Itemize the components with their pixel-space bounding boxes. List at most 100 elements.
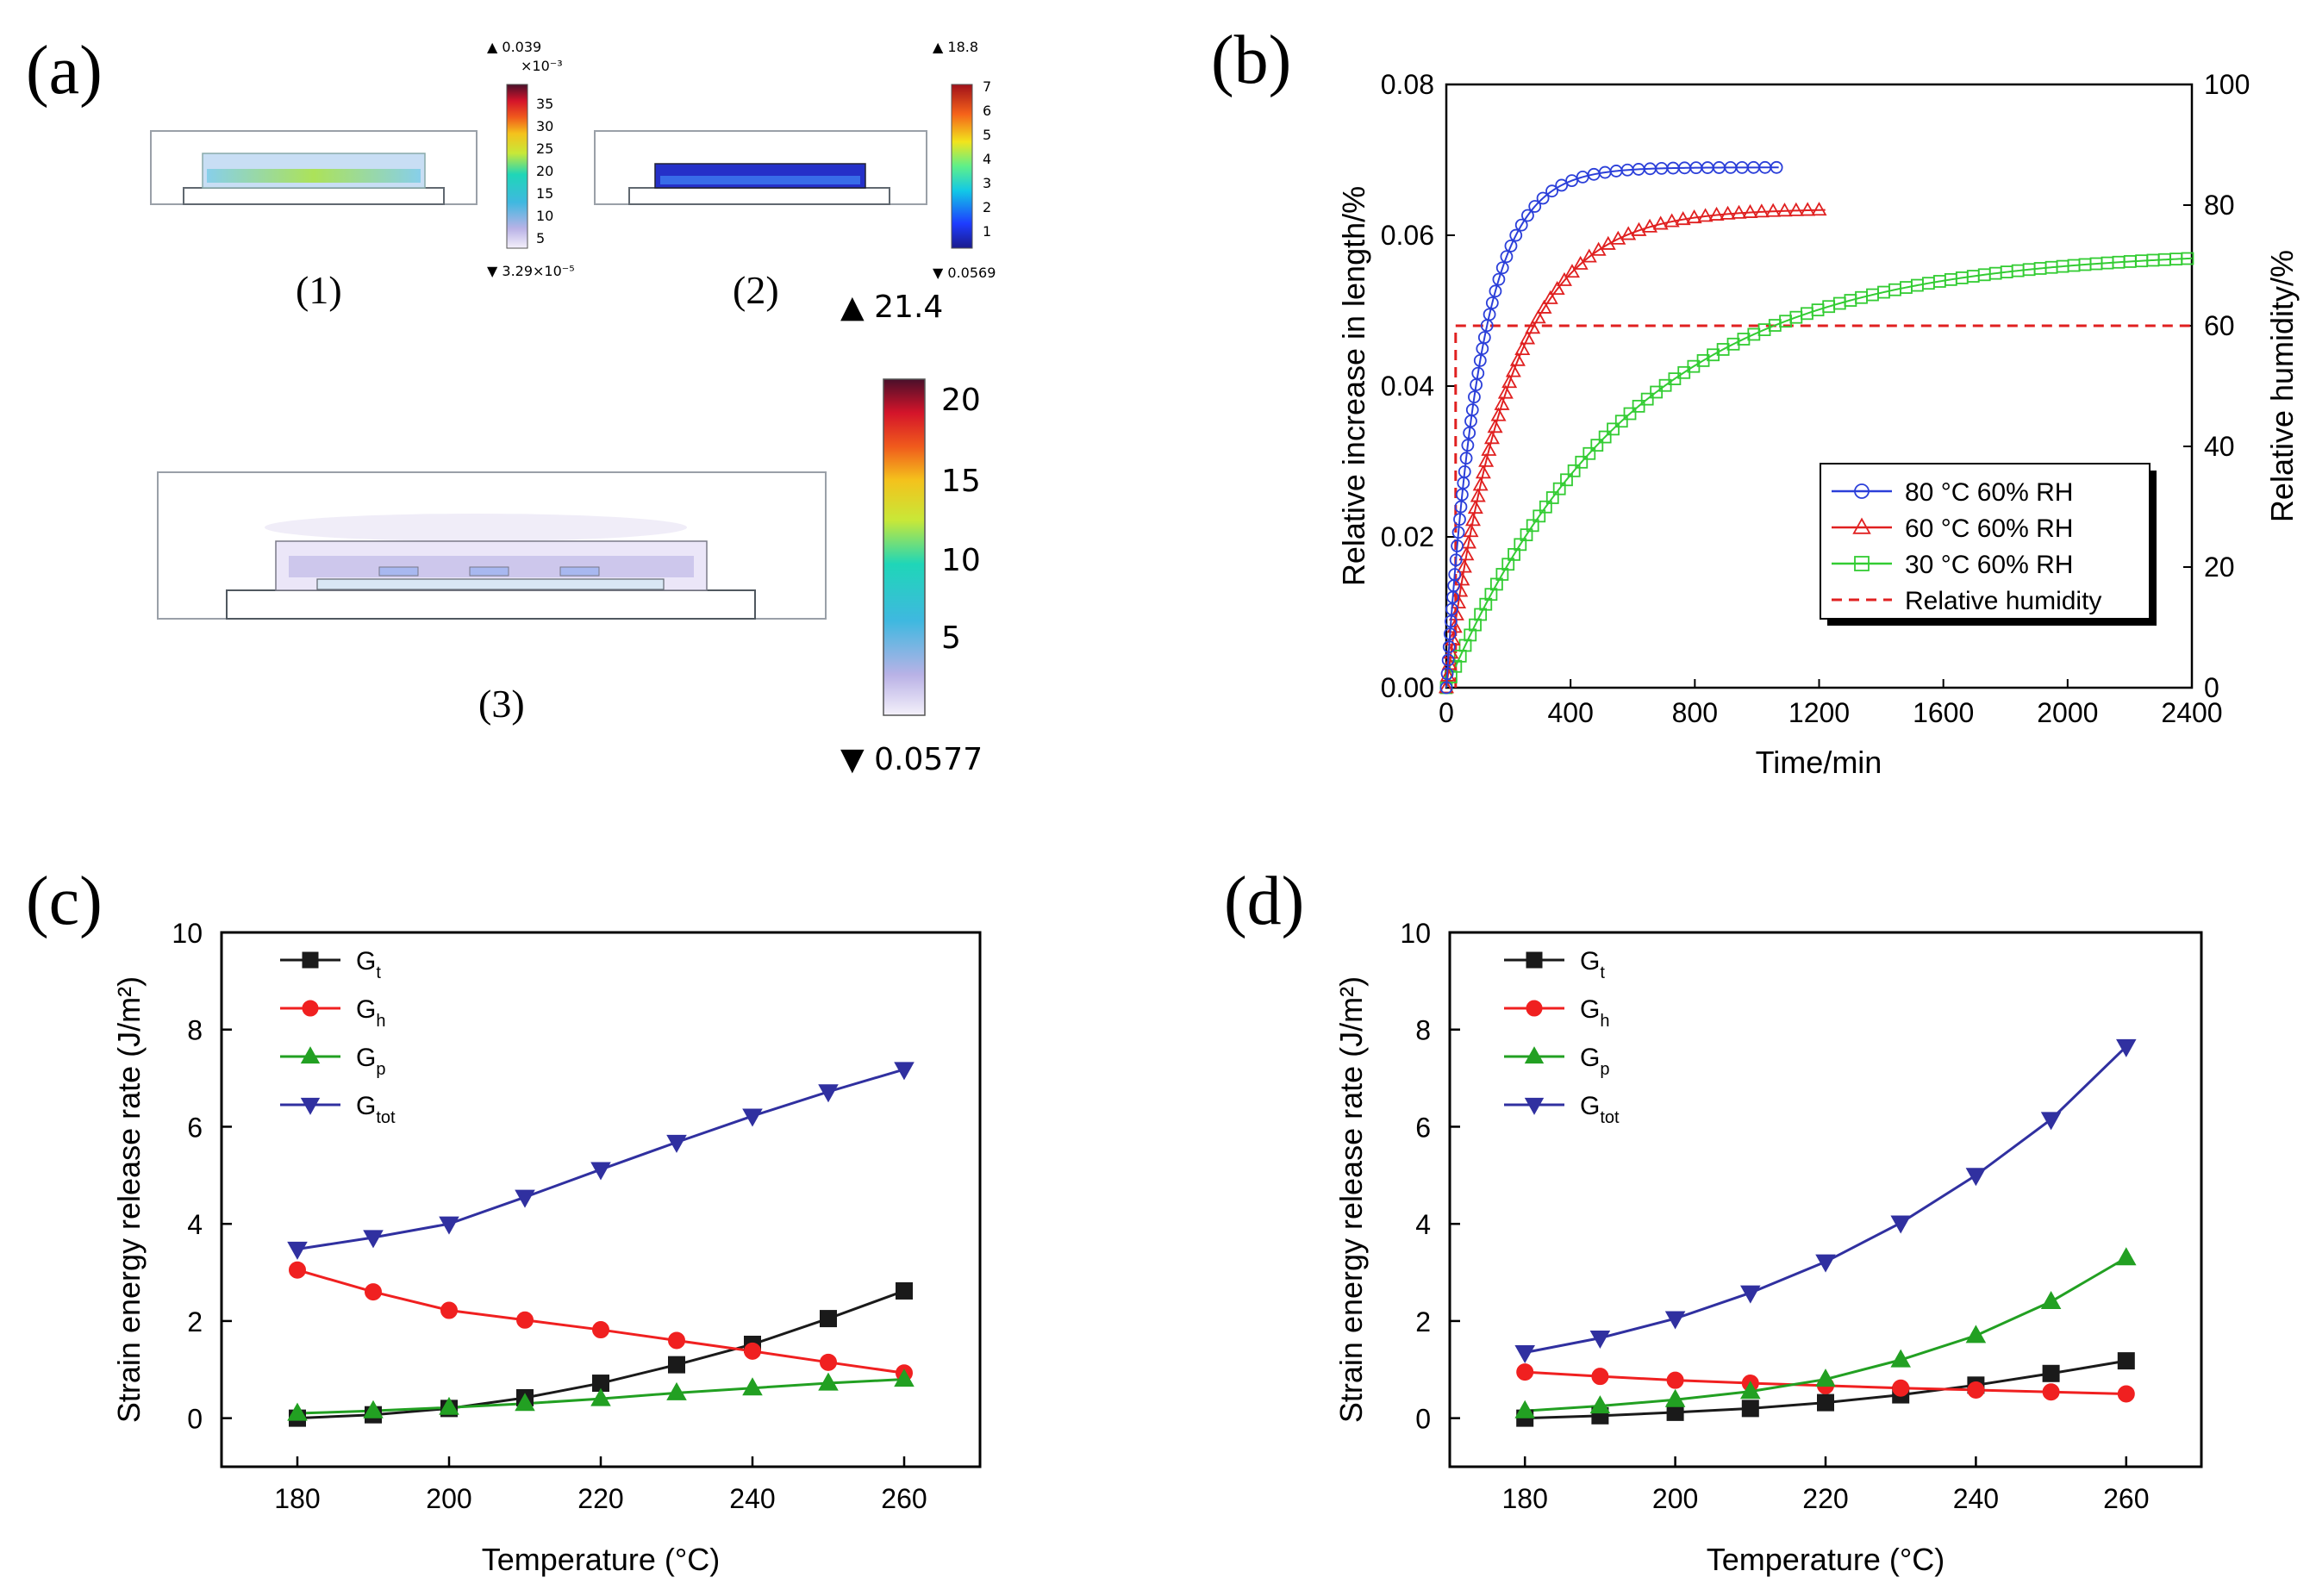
chart-b-point-1: [1472, 477, 1489, 491]
chart-b-point-2: [1607, 422, 1620, 436]
chart-b-point-1: [1753, 203, 1770, 218]
chart-b-y2tick-label: 20: [2204, 552, 2235, 583]
chart-b-point-1: [1494, 396, 1510, 410]
chart-b-point-0: [1465, 403, 1479, 416]
chart-c-legend-subscript: p: [376, 1060, 385, 1079]
chart-d-legend-subscript: h: [1600, 1012, 1609, 1031]
chart-c-ytick-label: 6: [187, 1112, 203, 1143]
chart-b-y2label: Relative humidity/%: [2264, 250, 2300, 522]
chart-c-ytick-label: 0: [187, 1404, 203, 1435]
chart-b-point-0: [1451, 539, 1464, 552]
chart-d-ytick-label: 4: [1415, 1209, 1431, 1240]
chart-d-legend-subscript: p: [1600, 1060, 1609, 1079]
chart-b-point-1: [1581, 248, 1597, 263]
chart-b-point-1: [1675, 211, 1691, 226]
chart-b-point-0: [1445, 614, 1458, 628]
chart-b-ytick-label: 0.02: [1381, 521, 1434, 552]
chart-b-point-1: [1549, 280, 1565, 296]
chart-b-point-1: [1481, 441, 1497, 456]
chart-c-point-Gtot: [439, 1216, 459, 1235]
chart-c-point-Gh: [592, 1321, 609, 1339]
chart-b-point-0: [1489, 284, 1502, 298]
chart-c-point-Gh: [744, 1342, 761, 1360]
chart-c-legend-base: G: [356, 1092, 376, 1120]
chart-d-point-Gtot: [1815, 1254, 1836, 1273]
chart-b-point-0: [1463, 426, 1476, 440]
chart-b-ytick-label: 0.08: [1381, 69, 1434, 100]
chart-d-xtick-label: 260: [2103, 1483, 2149, 1514]
chart-b-point-1: [1487, 419, 1503, 433]
chart-d-legend-subscript: tot: [1600, 1108, 1620, 1127]
cb3-max: ▲ 21.4: [840, 290, 943, 325]
chart-b-point-1: [1525, 320, 1541, 334]
chart-d-xtick-label: 240: [1953, 1483, 1999, 1514]
chart-b-point-0: [1521, 209, 1534, 222]
chart-c-point-Gh: [668, 1331, 685, 1350]
chart-d-point-Gh: [1892, 1379, 1910, 1397]
chart-c-point-Gp: [515, 1393, 535, 1412]
chart-b-point-1: [1483, 430, 1500, 445]
chart-d-legend-label: Gt: [1580, 947, 1605, 982]
cb1-tick: 25: [536, 140, 553, 157]
chart-b-point-0: [1454, 500, 1468, 514]
chart-b-point-2: [1640, 392, 1654, 406]
sim3-bump: [469, 566, 509, 577]
chart-d-legend-label: Gh: [1580, 995, 1609, 1031]
chart-b-xtick-label: 2400: [2161, 697, 2222, 728]
chart-b-xtick-label: 1200: [1789, 697, 1850, 728]
chart-b-point-1: [1642, 218, 1658, 233]
cb2-tick: 6: [983, 103, 991, 119]
chart-b-point-2: [1552, 482, 1566, 496]
chart-d-point-Gh: [1516, 1363, 1534, 1381]
chart-d-point-Gt: [1817, 1393, 1834, 1412]
chart-b-point-0: [1458, 464, 1471, 478]
simulation-3: (3): [157, 471, 827, 726]
chart-b-legend-label: 80 °C 60% RH: [1905, 478, 2073, 507]
panel-a-label: (a): [26, 33, 103, 109]
chart-c-ylabel: Strain energy release rate (J/m²): [111, 976, 147, 1423]
chart-d-legend-marker: [1524, 1046, 1545, 1064]
chart-c-legend-subscript: h: [376, 1012, 385, 1031]
simulation-1: (1): [150, 130, 478, 312]
chart-d-xtick-label: 180: [1502, 1483, 1548, 1514]
chart-b-point-1: [1572, 255, 1589, 270]
chart-b: (b) Time/min Relative increase in length…: [1211, 22, 2300, 780]
chart-b-point-1: [1520, 330, 1536, 345]
sim2-substrate: [628, 187, 890, 205]
cb1-tick: 5: [536, 230, 545, 246]
chart-c-xlabel: Temperature (°C): [482, 1542, 720, 1577]
chart-b-point-1: [1470, 488, 1486, 502]
chart-d-point-Gt: [1741, 1400, 1759, 1418]
chart-c-point-Gh: [289, 1261, 306, 1279]
chart-b-xtick-label: 1600: [1913, 697, 1974, 728]
sim3-die: [316, 578, 665, 590]
chart-d-point-Gh: [1666, 1371, 1684, 1389]
chart-b-legend-shadow: [1827, 619, 2157, 626]
chart-b-point-1: [1439, 667, 1456, 682]
sim3-substrate: [226, 589, 756, 620]
chart-b-point-0: [1514, 218, 1528, 232]
chart-c-xtick-label: 260: [881, 1483, 927, 1514]
chart-b-xlabel: Time/min: [1756, 745, 1882, 780]
chart-b-point-1: [1490, 407, 1507, 421]
colorbar-2: ▲ 18.8 7 6 5 4 3 2 1 ▼ 0.0569: [933, 39, 996, 281]
chart-c-point-Gtot: [742, 1108, 763, 1127]
chart-b-point-0: [1439, 681, 1453, 695]
cb3-tick: 15: [941, 464, 981, 499]
chart-c-point-Gh: [365, 1283, 382, 1301]
chart-d-legend-marker: [1524, 1097, 1545, 1115]
chart-b-point-1: [1556, 271, 1572, 286]
chart-d-point-Gtot: [1664, 1311, 1686, 1330]
chart-c-point-Gtot: [515, 1189, 535, 1208]
chart-b-point-1: [1509, 352, 1526, 366]
chart-b-point-0: [1441, 653, 1455, 667]
chart-c-legend-subscript: tot: [376, 1108, 396, 1127]
chart-b-legend: 80 °C 60% RH 60 °C 60% RH 30 °C 60% RH Rela…: [1820, 463, 2157, 626]
chart-d-point-Gh: [2042, 1383, 2060, 1401]
chart-d-point-Gp: [1965, 1325, 1987, 1344]
chart-d-legend-marker: [1526, 951, 1543, 969]
chart-c-ytick-label: 8: [187, 1015, 203, 1046]
chart-d-point-Gp: [2116, 1247, 2137, 1266]
chart-b-xtick-label: 2000: [2037, 697, 2098, 728]
chart-b-point-1: [1536, 299, 1552, 314]
